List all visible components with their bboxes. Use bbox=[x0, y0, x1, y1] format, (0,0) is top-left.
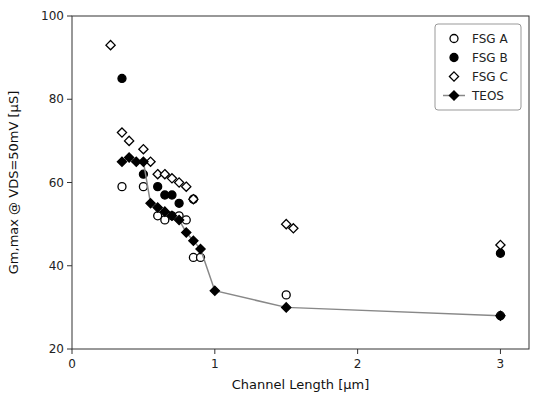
data-point bbox=[496, 312, 504, 320]
y-tick-label: 20 bbox=[49, 342, 64, 356]
chart: 0 1 2 3 20 40 60 80 100 Channel Length [μm] Gm,max… bbox=[0, 0, 545, 401]
data-point bbox=[168, 191, 176, 199]
x-axis-label: Channel Length [μm] bbox=[232, 377, 370, 392]
y-tick-label: 60 bbox=[49, 176, 64, 190]
legend-symbol bbox=[450, 54, 458, 62]
x-tick-label: 3 bbox=[497, 357, 505, 371]
data-point bbox=[189, 195, 198, 204]
data-point bbox=[175, 215, 184, 224]
data-point bbox=[154, 183, 162, 191]
data-point bbox=[139, 157, 148, 166]
legend-label: FSG C bbox=[472, 70, 508, 84]
data-point bbox=[118, 183, 126, 191]
y-axis-label: Gm,max @ VDS=50mV [μS] bbox=[6, 91, 21, 274]
y-tick bbox=[67, 349, 72, 350]
y-tick-label: 100 bbox=[41, 9, 64, 23]
y-tick bbox=[67, 182, 72, 183]
data-point bbox=[189, 236, 198, 245]
data-point bbox=[182, 228, 191, 237]
data-point bbox=[496, 249, 504, 257]
data-point bbox=[139, 183, 147, 191]
series bbox=[118, 183, 504, 320]
legend-symbol bbox=[450, 35, 458, 43]
data-point bbox=[117, 128, 126, 137]
series-line bbox=[122, 158, 500, 316]
data-point bbox=[289, 224, 298, 233]
data-point bbox=[196, 245, 205, 254]
x-tick-label: 1 bbox=[211, 357, 219, 371]
data-point bbox=[282, 303, 291, 312]
data-point bbox=[496, 240, 505, 249]
data-point bbox=[106, 41, 115, 50]
legend-label: TEOS bbox=[471, 89, 504, 103]
legend-symbol bbox=[449, 91, 458, 100]
legend: FSG A FSG B FSG C TEOS bbox=[435, 24, 521, 110]
legend-label: FSG B bbox=[472, 51, 508, 65]
data-point bbox=[175, 199, 183, 207]
x-tick bbox=[72, 349, 73, 354]
x-tick-label: 2 bbox=[354, 357, 362, 371]
legend-box bbox=[435, 24, 521, 110]
series bbox=[117, 153, 505, 320]
data-point bbox=[210, 286, 219, 295]
data-point bbox=[125, 136, 134, 145]
y-tick bbox=[67, 265, 72, 266]
y-tick-label: 40 bbox=[49, 259, 64, 273]
legend-label: FSG A bbox=[472, 32, 508, 46]
data-point bbox=[496, 311, 505, 320]
x-tick bbox=[357, 349, 358, 354]
plot-frame bbox=[72, 16, 529, 349]
x-tick-label: 0 bbox=[68, 357, 76, 371]
data-point bbox=[168, 212, 176, 220]
data-point bbox=[182, 182, 191, 191]
data-point bbox=[282, 291, 290, 299]
y-tick bbox=[67, 99, 72, 100]
data-point bbox=[118, 74, 126, 82]
y-tick bbox=[67, 16, 72, 17]
x-tick bbox=[214, 349, 215, 354]
data-point bbox=[139, 145, 148, 154]
data-point bbox=[189, 195, 197, 203]
x-tick bbox=[500, 349, 501, 354]
legend-symbol bbox=[449, 72, 458, 81]
y-tick-label: 80 bbox=[49, 92, 64, 106]
